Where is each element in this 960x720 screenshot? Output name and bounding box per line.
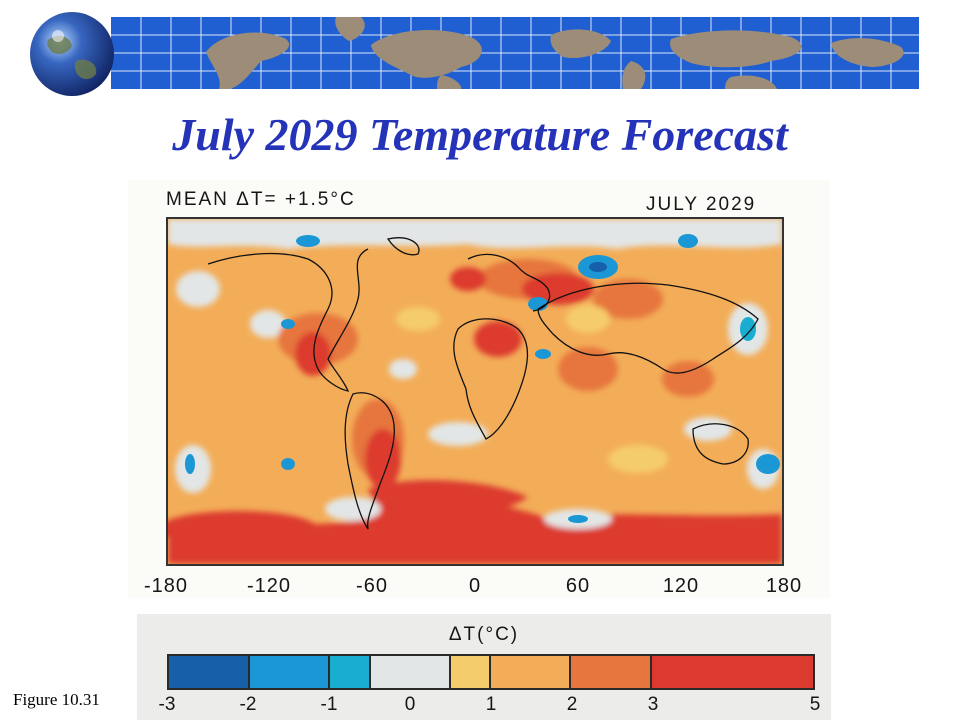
forecast-map-panel: MEAN ΔT= +1.5°C JULY 2029: [128, 180, 830, 598]
legend-swatch: [370, 656, 452, 688]
legend-swatch: [249, 656, 330, 688]
mean-delta-label: MEAN ΔT= +1.5°C: [166, 189, 356, 210]
legend-swatch: [169, 656, 250, 688]
slide-title: July 2029 Temperature Forecast: [172, 109, 788, 160]
x-tick-label: 60: [565, 575, 591, 597]
x-tick-label: -60: [356, 575, 388, 597]
world-banner-graphic: [111, 17, 919, 89]
legend-swatch: [330, 656, 371, 688]
map-date-label: JULY 2029: [646, 194, 757, 215]
legend-swatch: [451, 656, 491, 688]
legend-swatch: [651, 656, 813, 688]
legend-tick-label: -2: [239, 694, 257, 715]
x-tick-label: -180: [143, 575, 189, 597]
legend-color-bar: [167, 654, 815, 690]
legend-tick-label: 0: [404, 694, 416, 715]
temperature-anomaly-map: [166, 217, 784, 566]
legend-tick-label: -1: [320, 694, 338, 715]
legend-tick-label: 3: [647, 694, 659, 715]
legend-swatch: [490, 656, 572, 688]
legend-title: ΔT(°C): [448, 624, 520, 645]
globe-icon: [30, 12, 114, 96]
legend-tick-label: -3: [158, 694, 176, 715]
x-tick-label: 0: [468, 575, 482, 597]
x-tick-label: -120: [246, 575, 292, 597]
figure-caption: Figure 10.31: [13, 690, 100, 709]
color-scale-legend: ΔT(°C) -3 -2 -1 0 1 2 3 5: [137, 614, 831, 720]
legend-tick-label: 1: [485, 694, 497, 715]
legend-tick-label: 2: [566, 694, 578, 715]
anomaly-field-graphic: [168, 219, 782, 564]
x-tick-label: 180: [765, 575, 803, 597]
legend-swatch: [571, 656, 652, 688]
legend-tick-label: 5: [809, 694, 821, 715]
x-tick-label: 120: [662, 575, 700, 597]
header-banner: [111, 17, 919, 89]
